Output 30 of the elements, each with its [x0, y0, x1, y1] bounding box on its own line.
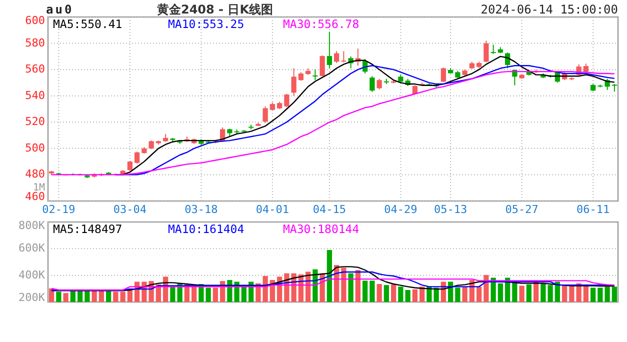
text: MA5:550.41 — [53, 17, 122, 32]
x-tick-label: 05-13 — [434, 203, 468, 216]
x-tick-label: 02-19 — [42, 203, 76, 216]
chart-title: 黄金2408 - 日K线图 — [156, 2, 274, 16]
y-tick-label: 480 — [25, 168, 45, 181]
y-tick-label: 460 — [25, 190, 45, 204]
y-tick-label: 520 — [25, 115, 45, 128]
x-tick-label: 04-15 — [312, 203, 346, 216]
x-tick-label: 05-27 — [505, 203, 538, 216]
y-tick-label: 540 — [25, 88, 45, 102]
x-tick-label: 06-11 — [576, 203, 610, 216]
text: MA10:161404 — [168, 222, 244, 236]
text: MA30:180144 — [283, 222, 360, 236]
text: 2024-06-14 15:00:00 — [480, 2, 618, 16]
y-tick-label: 560 — [25, 62, 45, 76]
x-tick-label: 03-18 — [184, 203, 218, 216]
text: au0 — [46, 2, 74, 16]
y-tick-label: 580 — [25, 36, 45, 50]
text: MA5:148497 — [53, 222, 122, 236]
y-tick-label: 600 — [25, 14, 45, 28]
y-tick-label: 600K — [18, 242, 46, 255]
x-tick-label: 04-29 — [384, 203, 418, 216]
text: MA10:553.25 — [168, 17, 244, 32]
y-tick-label: 200K — [18, 291, 46, 304]
y-tick-label: 500 — [25, 141, 45, 154]
y-tick-label: 400K — [18, 268, 46, 282]
text: MA30:556.78 — [283, 17, 360, 32]
x-tick-label: 04-01 — [256, 203, 289, 216]
y-tick-label: 800K — [18, 219, 46, 232]
x-tick-label: 03-04 — [113, 203, 147, 216]
